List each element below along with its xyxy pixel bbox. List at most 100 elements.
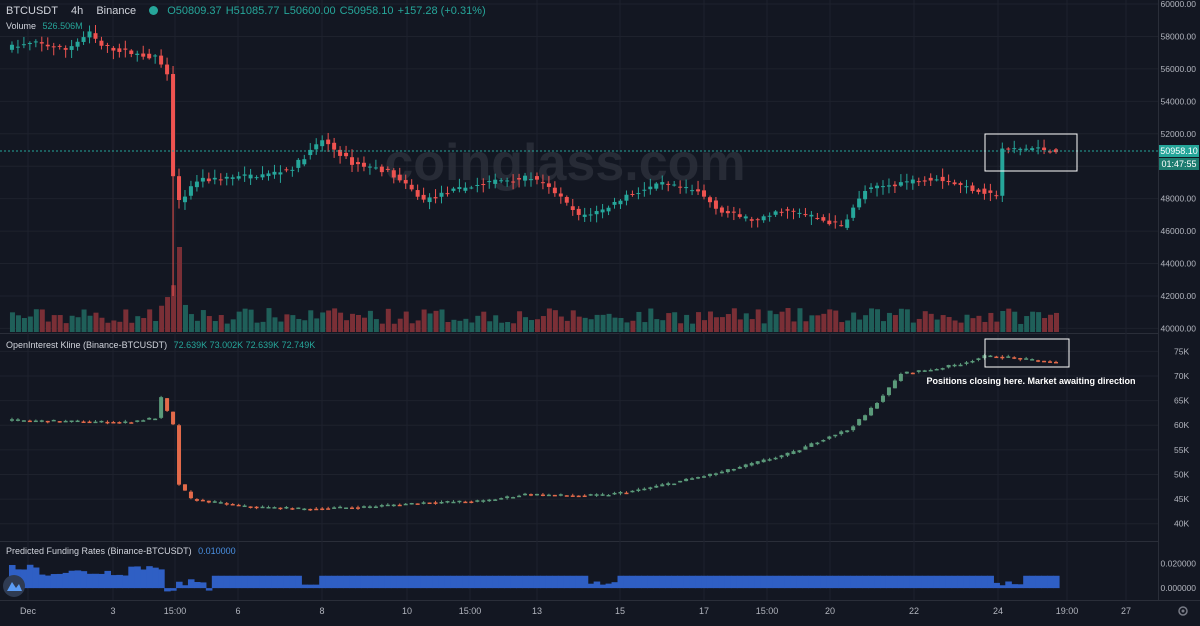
oi-candle xyxy=(940,368,945,370)
oi-candle xyxy=(851,426,856,431)
price-candle xyxy=(469,187,474,189)
funding-bar xyxy=(820,575,827,589)
volume-bar xyxy=(797,308,803,332)
funding-bar xyxy=(134,566,141,589)
volume-bar xyxy=(707,311,713,332)
volume-bar xyxy=(678,323,684,332)
funding-bar xyxy=(86,573,94,589)
volume-bar xyxy=(188,314,194,332)
volume-bar xyxy=(153,320,159,332)
funding-bar xyxy=(677,575,684,589)
funding-bar xyxy=(32,567,40,589)
oi-candle xyxy=(218,502,223,504)
funding-bar xyxy=(874,575,881,589)
volume-bar xyxy=(886,312,892,332)
funding-bar xyxy=(748,575,756,589)
oi-candle xyxy=(529,494,533,496)
oi-candle xyxy=(296,507,301,510)
tradingview-logo[interactable] xyxy=(3,575,25,597)
oi-candle xyxy=(696,477,701,479)
symbol-legend[interactable]: BTCUSDT 4h Binance O50809.37 H51085.77 L… xyxy=(6,5,490,17)
funding-bar xyxy=(331,575,338,589)
oi-candle xyxy=(970,360,975,363)
funding-legend[interactable]: Predicted Funding Rates (Binance-BTCUSDT… xyxy=(6,546,240,556)
oi-candle xyxy=(481,500,486,502)
price-candle xyxy=(666,183,671,185)
gear-icon[interactable] xyxy=(1178,606,1188,616)
oi-candle xyxy=(93,421,98,424)
funding-bar xyxy=(360,575,368,589)
volume-legend[interactable]: Volume 526.506M xyxy=(6,21,87,31)
oi-candle xyxy=(684,478,689,482)
price-candle xyxy=(863,190,868,200)
eye-icon[interactable] xyxy=(149,6,159,15)
funding-bar xyxy=(850,575,857,589)
oi-candle xyxy=(451,501,456,504)
price-candle xyxy=(200,177,205,182)
oi-candle xyxy=(958,364,963,367)
funding-bar xyxy=(50,574,58,589)
volume-bar xyxy=(421,309,427,332)
oi-candle xyxy=(886,387,891,396)
price-candle xyxy=(177,176,182,201)
funding-bar xyxy=(187,579,195,589)
volume-bar xyxy=(1048,314,1054,332)
price-candle xyxy=(21,44,26,46)
price-candle xyxy=(105,44,110,46)
countdown-pill: 01:47:55 xyxy=(1159,158,1199,170)
oi-candle xyxy=(809,443,814,447)
price-candle xyxy=(940,176,945,182)
price-candle xyxy=(75,41,80,47)
funding-bar xyxy=(862,575,869,589)
oi-candle xyxy=(177,425,182,485)
volume-bar xyxy=(206,316,212,332)
volume-bar xyxy=(194,320,200,332)
price-candle xyxy=(642,189,647,191)
oi-candle xyxy=(361,506,366,508)
oi-candle xyxy=(558,494,563,496)
price-candle xyxy=(880,186,885,188)
oi-candle xyxy=(642,488,647,491)
funding-bar xyxy=(718,575,726,589)
price-candle xyxy=(785,209,790,211)
volume-bar xyxy=(1006,308,1012,332)
funding-bar xyxy=(349,575,356,589)
oi-candle xyxy=(546,494,551,497)
oi-candle xyxy=(869,407,874,416)
price-candle xyxy=(845,219,850,228)
oi-candle xyxy=(534,493,539,496)
funding-bar xyxy=(510,575,517,589)
volume-bar xyxy=(260,321,266,332)
volume-bar xyxy=(439,309,445,332)
oi-candle xyxy=(314,508,319,511)
volume-bar xyxy=(779,311,785,332)
funding-bar xyxy=(689,575,696,589)
funding-bar xyxy=(963,575,971,589)
price-candle xyxy=(773,211,778,215)
volume-bar xyxy=(1042,318,1048,332)
funding-bar xyxy=(68,570,76,589)
funding-bar xyxy=(80,571,88,589)
price-candle xyxy=(910,179,915,184)
oi-candle xyxy=(582,495,587,498)
funding-bar xyxy=(38,574,46,589)
oi-candle xyxy=(576,495,581,498)
volume-bar xyxy=(403,311,409,332)
funding-bar xyxy=(444,575,452,589)
price-candle xyxy=(51,46,56,48)
volume-bar xyxy=(1000,310,1006,332)
oi-legend[interactable]: OpenInterest Kline (Binance-BTCUSDT) 72.… xyxy=(6,340,319,350)
oi-candle xyxy=(326,508,331,510)
price-candle xyxy=(499,180,504,182)
funding-bar xyxy=(122,575,129,589)
price-candle xyxy=(523,175,528,181)
price-axis-tick: 52000.00 xyxy=(1161,129,1197,139)
funding-bar xyxy=(176,581,183,589)
oi-candle xyxy=(141,420,146,422)
volume-bar xyxy=(904,309,910,332)
price-candle xyxy=(236,176,241,179)
funding-bar xyxy=(271,575,279,589)
funding-bar xyxy=(325,575,332,589)
